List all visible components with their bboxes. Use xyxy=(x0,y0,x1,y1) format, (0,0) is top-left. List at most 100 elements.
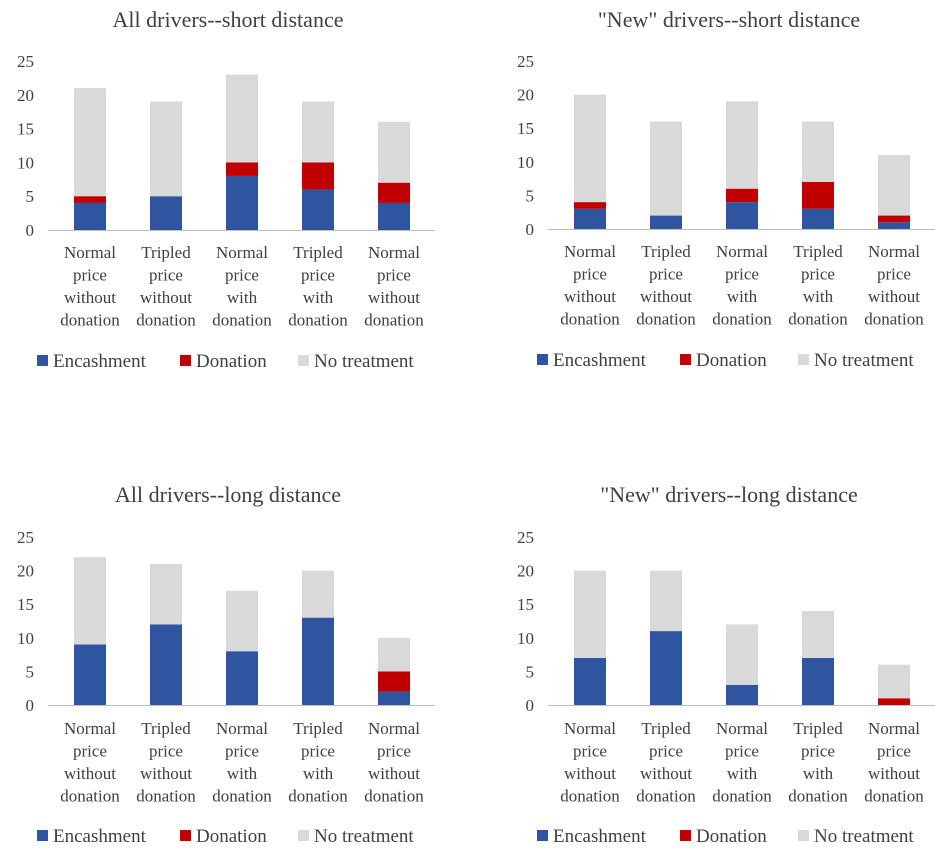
legend-swatch-no-treatment xyxy=(298,355,309,366)
x-category-label: Normal xyxy=(368,719,420,738)
y-tick-label: 15 xyxy=(17,120,34,139)
bar-no-treatment xyxy=(302,101,334,163)
x-category-label: price xyxy=(649,742,683,761)
bar-no-treatment xyxy=(802,610,834,658)
bar-encashment xyxy=(574,208,606,229)
x-category-label: donation xyxy=(636,310,696,329)
x-category-label: donation xyxy=(636,787,696,806)
x-category-label: donation xyxy=(712,787,772,806)
x-category-label: donation xyxy=(560,310,620,329)
chart-panel-1: All drivers--short distance 0 5 10 15 20 25 Nor… xyxy=(17,7,435,372)
bar-encashment xyxy=(650,631,682,705)
bar-no-treatment xyxy=(574,94,606,203)
y-tick-label: 20 xyxy=(17,86,34,105)
legend-swatch-no-treatment xyxy=(798,830,809,841)
x-category-label: with xyxy=(227,764,258,783)
bar-no-treatment xyxy=(726,101,758,189)
legend-label: No treatment xyxy=(314,826,414,847)
bar-donation xyxy=(378,671,410,692)
x-category-label: with xyxy=(727,287,758,306)
bar-encashment xyxy=(226,651,258,705)
x-category-label: Tripled xyxy=(293,243,343,262)
bar-donation xyxy=(574,202,606,209)
bar-encashment xyxy=(878,222,910,229)
bar-donation xyxy=(878,698,910,705)
x-category-label: without xyxy=(564,764,616,783)
x-category-label: Normal xyxy=(368,243,420,262)
x-category-label: without xyxy=(564,287,616,306)
x-category-label: price xyxy=(877,265,911,284)
x-category-label: without xyxy=(140,764,192,783)
x-category-label: Normal xyxy=(216,719,268,738)
bar-donation xyxy=(302,162,334,190)
x-category-label: Normal xyxy=(564,719,616,738)
x-category-label: price xyxy=(573,265,607,284)
bar-encashment xyxy=(302,189,334,230)
y-tick-label: 25 xyxy=(17,52,34,71)
x-category-label: price xyxy=(149,266,183,285)
bar-donation xyxy=(726,188,758,203)
x-category-label: price xyxy=(377,266,411,285)
bar-no-treatment xyxy=(378,637,410,672)
x-category-label: Tripled xyxy=(293,719,343,738)
bar-no-treatment xyxy=(378,121,410,183)
x-category-label: donation xyxy=(364,311,424,330)
x-category-label: without xyxy=(640,287,692,306)
x-category-label: donation xyxy=(712,310,772,329)
x-category-label: price xyxy=(301,266,335,285)
bar-encashment xyxy=(150,196,182,230)
legend-swatch-donation xyxy=(680,830,691,841)
y-tick-label: 10 xyxy=(17,629,34,648)
chart-title: "New" drivers--short distance xyxy=(598,7,860,32)
bar-no-treatment xyxy=(74,557,106,645)
bar-no-treatment xyxy=(878,155,910,216)
x-category-label: price xyxy=(301,742,335,761)
x-category-label: Normal xyxy=(716,719,768,738)
bar-encashment xyxy=(802,657,834,705)
legend-label: Donation xyxy=(696,350,767,371)
bar-donation xyxy=(226,162,258,176)
legend-swatch-encashment xyxy=(537,830,548,841)
bar-encashment xyxy=(226,175,258,230)
bar-no-treatment xyxy=(802,121,834,182)
x-category-label: donation xyxy=(212,311,272,330)
x-category-label: donation xyxy=(136,311,196,330)
x-category-label: without xyxy=(140,288,192,307)
legend-swatch-donation xyxy=(180,830,191,841)
x-category-label: Tripled xyxy=(641,719,691,738)
y-tick-label: 0 xyxy=(526,220,535,239)
y-tick-label: 10 xyxy=(17,153,34,172)
x-category-label: with xyxy=(303,288,334,307)
bar-encashment xyxy=(726,202,758,229)
chart-panel-4: "New" drivers--long distance 0 5 10 15 20 25 No… xyxy=(517,482,935,847)
x-category-label: without xyxy=(368,288,420,307)
bar-encashment xyxy=(802,208,834,229)
y-tick-label: 25 xyxy=(17,528,34,547)
bar-no-treatment xyxy=(726,624,758,685)
legend-swatch-encashment xyxy=(537,354,548,365)
y-tick-label: 15 xyxy=(17,595,34,614)
x-category-label: Normal xyxy=(716,242,768,261)
y-tick-label: 15 xyxy=(517,595,534,614)
legend-swatch-donation xyxy=(180,355,191,366)
x-category-label: Tripled xyxy=(793,719,843,738)
chart-panel-2: "New" drivers--short distance 0 5 10 15 20 25 N… xyxy=(517,7,935,371)
legend-label: Encashment xyxy=(553,350,647,371)
bar-encashment xyxy=(574,657,606,705)
x-category-label: price xyxy=(149,742,183,761)
legend-label: No treatment xyxy=(814,350,914,371)
x-category-label: donation xyxy=(136,787,196,806)
x-category-label: with xyxy=(303,764,334,783)
bar-no-treatment xyxy=(226,74,258,163)
legend-swatch-encashment xyxy=(37,355,48,366)
bar-no-treatment xyxy=(226,590,258,652)
legend-swatch-donation xyxy=(680,354,691,365)
x-category-label: Tripled xyxy=(141,243,191,262)
y-tick-label: 5 xyxy=(526,186,535,205)
y-tick-label: 5 xyxy=(26,662,35,681)
y-tick-label: 0 xyxy=(26,221,35,240)
x-category-label: without xyxy=(64,288,116,307)
x-category-label: Normal xyxy=(868,242,920,261)
x-category-label: price xyxy=(649,265,683,284)
